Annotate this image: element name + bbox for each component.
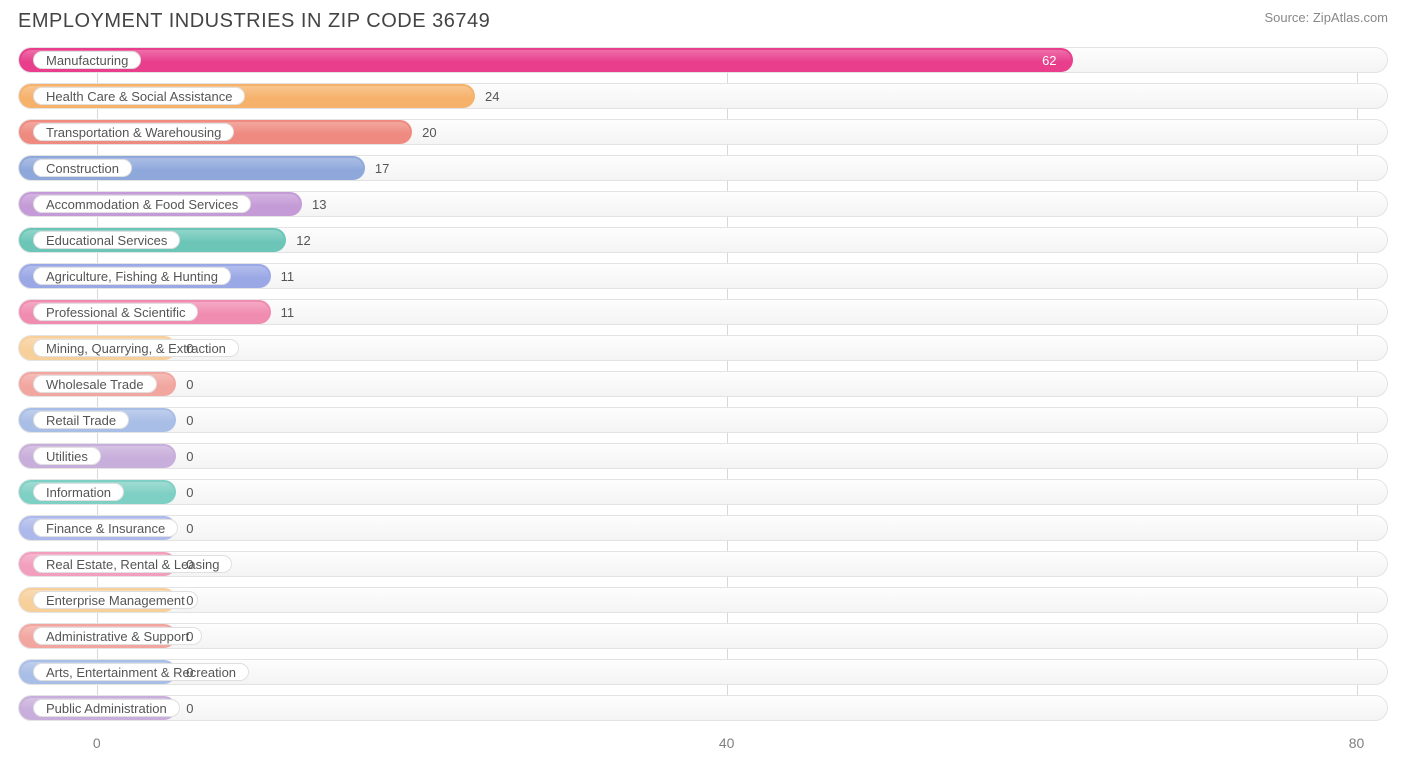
bar-label: Enterprise Management [33,591,198,609]
bar-value: 0 [176,372,193,396]
bar-track: Information 0 [18,479,1388,505]
bar-track: Retail Trade 0 [18,407,1388,433]
bar-track: Public Administration0 [18,695,1388,721]
bar-track: Utilities 0 [18,443,1388,469]
bar-value: 0 [176,588,193,612]
bar-value: 0 [176,336,193,360]
bar-label: Mining, Quarrying, & Extraction [33,339,239,357]
bar-label: Information [33,483,124,501]
bar-value: 12 [286,228,310,252]
bar-label: Wholesale Trade [33,375,157,393]
bar-value: 17 [365,156,389,180]
bar-track: Transportation & Warehousing 20 [18,119,1388,145]
bar-track: Health Care & Social Assistance 24 [18,83,1388,109]
bar-track: Manufacturing 62 [18,47,1388,73]
bar-track: Wholesale Trade 0 [18,371,1388,397]
bar-label: Public Administration [33,699,180,717]
bar-track: Finance & Insurance0 [18,515,1388,541]
bar-fill [19,48,1073,72]
chart-x-axis: 0 40 80 [18,731,1388,759]
bar-track: Administrative & Support0 [18,623,1388,649]
bar-track: Real Estate, Rental & Leasing0 [18,551,1388,577]
axis-tick: 0 [93,735,101,751]
bar-fill-inner [21,50,1071,70]
bar-value: 13 [302,192,326,216]
bar-label: Manufacturing [33,51,141,69]
chart-source: Source: ZipAtlas.com [1264,10,1388,25]
bar-label: Construction [33,159,132,177]
bar-label: Health Care & Social Assistance [33,87,245,105]
bar-value: 62 [1042,48,1072,72]
bar-value: 11 [271,264,295,288]
bar-label: Retail Trade [33,411,129,429]
bar-track: Agriculture, Fishing & Hunting 11 [18,263,1388,289]
bar-track: Professional & Scientific 11 [18,299,1388,325]
bar-value: 0 [176,480,193,504]
bar-value: 0 [176,624,193,648]
bar-track: Enterprise Management0 [18,587,1388,613]
bar-track: Construction 17 [18,155,1388,181]
bar-label: Finance & Insurance [33,519,178,537]
bar-track: Mining, Quarrying, & Extraction0 [18,335,1388,361]
chart-area: Manufacturing 62 Health Care & Social Assi… [18,47,1388,747]
chart-title: EMPLOYMENT INDUSTRIES IN ZIP CODE 36749 [18,10,490,33]
bar-label: Utilities [33,447,101,465]
bar-label: Professional & Scientific [33,303,198,321]
bar-value: 0 [176,696,193,720]
bar-value: 11 [271,300,295,324]
bar-label: Agriculture, Fishing & Hunting [33,267,231,285]
axis-tick: 80 [1349,735,1365,751]
bar-value: 0 [176,408,193,432]
bar-label: Arts, Entertainment & Recreation [33,663,249,681]
chart-bars: Manufacturing 62 Health Care & Social Assi… [18,47,1388,721]
bar-track: Accommodation & Food Services 13 [18,191,1388,217]
bar-track: Educational Services 12 [18,227,1388,253]
bar-value: 0 [176,516,193,540]
bar-label: Real Estate, Rental & Leasing [33,555,232,573]
bar-value: 20 [412,120,436,144]
bar-value: 0 [176,552,193,576]
bar-track: Arts, Entertainment & Recreation0 [18,659,1388,685]
bar-label: Transportation & Warehousing [33,123,234,141]
bar-label: Accommodation & Food Services [33,195,251,213]
bar-label: Educational Services [33,231,180,249]
chart-header: EMPLOYMENT INDUSTRIES IN ZIP CODE 36749 … [0,0,1406,39]
axis-tick: 40 [719,735,735,751]
bar-value: 24 [475,84,499,108]
bar-value: 0 [176,444,193,468]
bar-value: 0 [176,660,193,684]
